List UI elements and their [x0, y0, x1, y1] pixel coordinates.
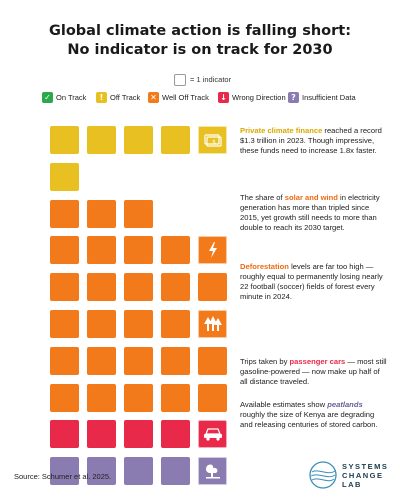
legend: ✓ On Track ! Off Track ✕ Well Off Track … [0, 92, 400, 106]
note-prefix: Trips taken by [240, 357, 290, 366]
indicator-square [50, 162, 79, 191]
indicator-square [124, 310, 153, 338]
indicator-square [161, 346, 190, 375]
note-text: levels are far too high — roughly equal … [240, 262, 383, 301]
peatland-icon [198, 457, 227, 486]
indicator-square [124, 236, 153, 265]
indicator-square [87, 199, 116, 228]
indicator-square [198, 346, 227, 375]
unit-square-icon [174, 74, 186, 86]
note-highlight: Deforestation [240, 262, 289, 271]
indicator-square [50, 199, 79, 228]
title-line-2: No indicator is on track for 2030 [67, 42, 333, 58]
note-highlight: peatlands [327, 400, 363, 409]
legend-label-insufficient-data: Insufficient Data [302, 93, 356, 102]
page-title: Global climate action is falling short: … [0, 22, 400, 60]
indicator-square [198, 273, 227, 302]
money-icon: $ [198, 126, 227, 154]
question-icon: ? [288, 92, 299, 103]
indicator-square [50, 126, 79, 154]
note-text: — most still gasoline-powered — now make… [240, 357, 387, 386]
source-note: Source: Schumer et al. 2025. [14, 472, 112, 481]
indicator-square [198, 383, 227, 412]
note-solar-wind: The share of solar and wind in electrici… [240, 193, 388, 233]
note-text: roughly the size of Kenya are degrading … [240, 409, 378, 429]
indicator-square [124, 457, 153, 486]
indicator-square [87, 420, 116, 449]
indicator-square [161, 126, 190, 154]
indicator-square [50, 420, 79, 449]
legend-label-wrong-direction: Wrong Direction [232, 93, 286, 102]
indicator-square [50, 273, 79, 302]
svg-text:$: $ [212, 139, 216, 146]
indicator-square [161, 420, 190, 449]
note-text: reached a record $1.3 trillion in 2023. … [240, 126, 382, 155]
indicator-square [50, 310, 79, 338]
note-passenger-cars: Trips taken by passenger cars — most sti… [240, 357, 388, 387]
indicator-square [50, 236, 79, 265]
note-highlight: passenger cars [289, 357, 346, 366]
note-prefix: Available estimates show [240, 400, 328, 409]
lightning-icon [198, 236, 227, 265]
note-peatlands: Available estimates show peatlands rough… [240, 400, 388, 430]
indicator-square [124, 420, 153, 449]
exclamation-icon: ! [96, 92, 107, 103]
unit-label: = 1 indicator [190, 75, 232, 84]
indicator-square [87, 457, 116, 486]
indicator-square [87, 236, 116, 265]
indicator-square [124, 273, 153, 302]
note-text: in electricity generation has more than … [240, 193, 380, 232]
indicator-square [50, 457, 79, 486]
indicator-square [50, 346, 79, 375]
logo-line-1: SYSTEMS [342, 462, 389, 471]
indicator-square [161, 457, 190, 486]
x-icon: ✕ [148, 92, 159, 103]
indicator-square [161, 273, 190, 302]
check-icon: ✓ [42, 92, 53, 103]
indicator-square [161, 383, 190, 412]
indicator-square [87, 126, 116, 154]
indicator-square [50, 383, 79, 412]
indicator-square [87, 346, 116, 375]
title-line-1: Global climate action is falling short: [48, 23, 352, 39]
note-climate-finance: Private climate finance reached a record… [240, 126, 388, 156]
note-prefix: The share of [240, 193, 285, 202]
legend-label-off-track: Off Track [110, 93, 141, 102]
logo-line-2: CHANGE [342, 471, 384, 480]
forest-icon [198, 310, 227, 338]
indicator-square [161, 310, 190, 338]
down-arrow-icon: ↓ [218, 92, 229, 103]
indicator-square [124, 126, 153, 154]
logo-text: SYSTEMS CHANGE LAB [342, 462, 388, 489]
indicator-square [87, 310, 116, 338]
note-highlight: Private climate finance [240, 126, 323, 135]
legend-label-well-off-track: Well Off Track [162, 93, 209, 102]
globe-icon [309, 461, 337, 489]
systems-change-lab-logo: SYSTEMS CHANGE LAB [306, 458, 396, 494]
indicator-square [124, 346, 153, 375]
legend-label-on-track: On Track [56, 93, 87, 102]
logo-line-3: LAB [342, 480, 362, 489]
indicator-square [161, 236, 190, 265]
note-highlight: solar and wind [284, 193, 338, 202]
indicator-square [124, 199, 153, 228]
indicator-square [124, 383, 153, 412]
indicator-square [87, 273, 116, 302]
indicator-square [87, 383, 116, 412]
note-deforestation: Deforestation levels are far too high — … [240, 262, 388, 302]
car-icon [198, 420, 227, 449]
